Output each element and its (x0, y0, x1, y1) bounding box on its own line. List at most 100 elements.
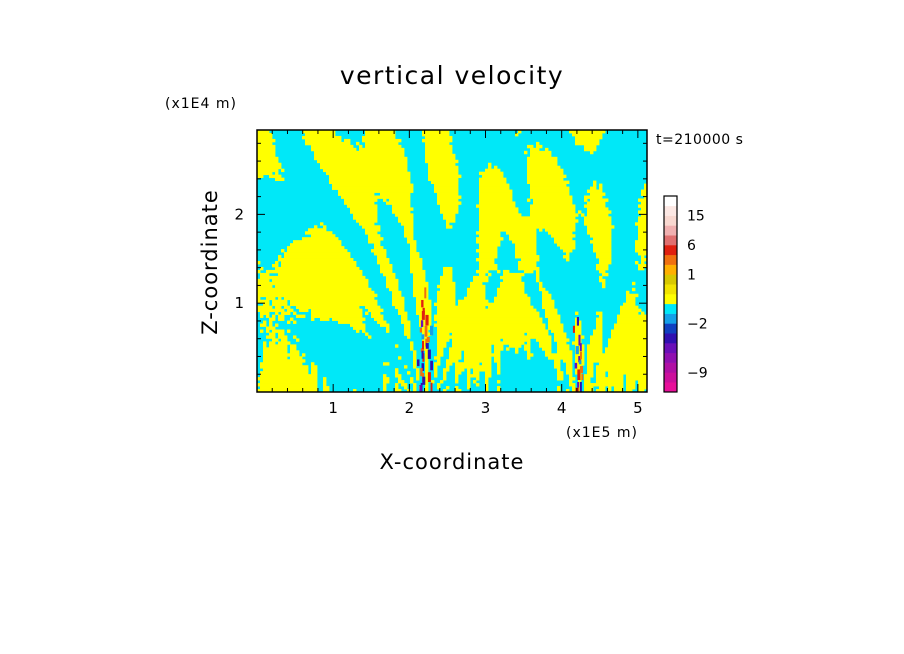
y-axis-ticks: 12 (234, 142, 647, 375)
upward-region (272, 299, 288, 304)
upward-region (437, 341, 447, 345)
upward-region (329, 177, 411, 182)
upward-region (395, 371, 399, 375)
upward-region (635, 246, 647, 250)
upward-region (434, 374, 438, 378)
upward-region (494, 165, 498, 170)
upward-region (437, 359, 441, 363)
x-tick-label: 2 (405, 399, 415, 417)
upward-region (323, 386, 330, 390)
upward-region (587, 365, 594, 369)
upward-region (467, 293, 486, 298)
upward-region (587, 362, 594, 366)
upward-region (416, 368, 420, 372)
upward-region (437, 299, 456, 304)
upward-region (365, 311, 369, 315)
upward-region (626, 383, 636, 387)
upward-region (374, 317, 384, 321)
upward-region (404, 231, 414, 235)
upward-region (584, 198, 588, 202)
upward-region (455, 386, 459, 390)
upward-region (434, 365, 438, 369)
upward-region (269, 323, 273, 327)
upward-region (497, 287, 525, 292)
upward-region (590, 150, 594, 155)
upward-region (536, 275, 540, 280)
upward-region (638, 263, 647, 268)
convective-column-segment (430, 360, 433, 371)
upward-region (563, 249, 573, 253)
upward-region (296, 314, 306, 318)
upward-region (578, 380, 582, 384)
upward-region (413, 362, 417, 366)
colorbar: 15 6 1 −2 −9 (663, 195, 708, 393)
upward-region (626, 296, 636, 301)
convective-column-segment (419, 327, 423, 333)
upward-region (428, 165, 459, 170)
upward-region (353, 216, 378, 220)
upward-region (416, 305, 432, 310)
upward-region (488, 165, 492, 170)
upward-region (464, 353, 501, 357)
upward-region (356, 329, 360, 333)
upward-region (590, 240, 612, 244)
upward-region (395, 374, 402, 378)
upward-region (539, 287, 546, 292)
upward-region (434, 314, 540, 318)
colorbar-band (664, 205, 677, 216)
upward-region (515, 132, 519, 137)
upward-region (533, 201, 573, 205)
upward-region (272, 278, 369, 283)
upward-region (413, 383, 417, 387)
upward-region (368, 237, 384, 241)
upward-region (425, 362, 429, 366)
upward-region (443, 371, 447, 375)
upward-region (527, 165, 561, 170)
upward-region (554, 362, 561, 366)
upward-region (479, 207, 519, 211)
upward-region (437, 326, 546, 330)
upward-region (392, 296, 405, 301)
upward-region (497, 368, 501, 372)
upward-region (446, 222, 450, 226)
upward-region (260, 386, 318, 390)
upward-region (314, 150, 405, 155)
upward-region (305, 231, 333, 235)
upward-region (575, 141, 600, 146)
upward-region (332, 186, 414, 190)
upward-region (554, 237, 573, 241)
upward-region (380, 266, 393, 271)
upward-region (404, 225, 414, 229)
upward-region (593, 243, 612, 247)
upward-region (590, 341, 603, 345)
upward-region (296, 338, 300, 342)
upward-region (398, 356, 402, 360)
colorbar-band (664, 352, 677, 363)
upward-region (584, 380, 591, 384)
convective-column-segment (421, 310, 425, 320)
upward-region (365, 132, 396, 137)
upward-region (488, 272, 492, 277)
upward-region (485, 389, 489, 392)
upward-region (608, 389, 612, 392)
upward-region (521, 258, 540, 262)
upward-region (575, 350, 585, 354)
upward-region (425, 368, 429, 372)
upward-region (527, 159, 558, 164)
upward-region (314, 153, 405, 158)
upward-region (278, 272, 363, 277)
upward-region (413, 287, 429, 292)
y-axis-label: Z-coordinate (198, 189, 222, 335)
upward-region (440, 281, 456, 286)
upward-region (545, 350, 552, 354)
upward-region (470, 281, 483, 286)
upward-region (515, 249, 537, 253)
upward-region (398, 219, 414, 223)
upward-region (386, 329, 390, 333)
upward-region (527, 171, 564, 176)
colorbar-band (664, 313, 677, 324)
upward-region (575, 326, 582, 330)
upward-region (413, 290, 429, 295)
convective-column-segment (425, 314, 429, 326)
